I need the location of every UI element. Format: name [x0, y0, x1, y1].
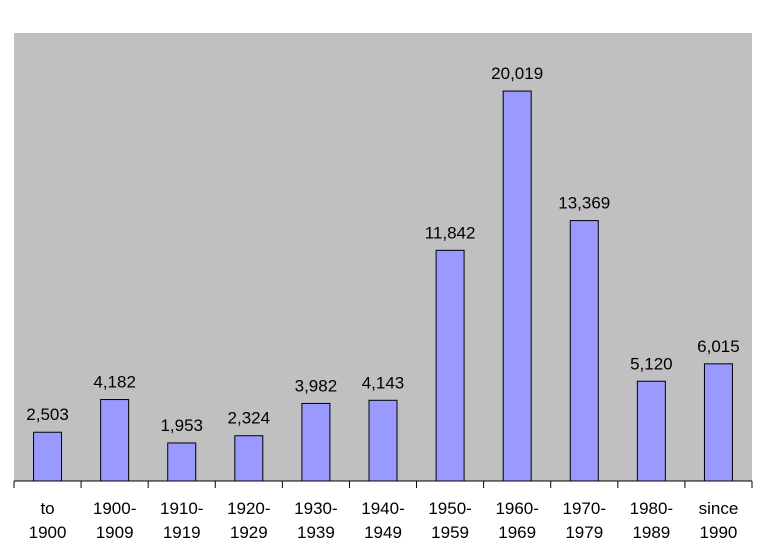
bar-data-label: 2,324 [228, 409, 271, 428]
bar [435, 249, 465, 482]
bar-data-label: 13,369 [558, 194, 610, 213]
bar [301, 402, 331, 482]
x-tick-label: 1919 [163, 523, 201, 542]
x-tick-label: 1960- [495, 499, 538, 518]
bar [167, 442, 197, 482]
bars-layer [33, 90, 733, 482]
x-tick-label: 1909 [96, 523, 134, 542]
bar [33, 431, 63, 482]
bar-data-label: 11,842 [425, 223, 476, 242]
x-tick-label: 1920- [227, 499, 270, 518]
x-tick-label: 1980- [630, 499, 673, 518]
x-tick-label: 1959 [431, 523, 469, 542]
bar-data-label: 4,143 [362, 373, 405, 392]
x-tick-label: 1900- [93, 499, 136, 518]
x-tick-label: 1970- [563, 499, 606, 518]
x-tick-label: 1939 [297, 523, 335, 542]
bar-data-label: 1,953 [160, 416, 203, 435]
bar [234, 435, 264, 482]
bar [368, 399, 398, 482]
x-tick-label: since [699, 499, 739, 518]
x-tick-label: 1930- [294, 499, 337, 518]
x-tick-label: 1990 [700, 523, 738, 542]
bar [502, 90, 532, 482]
x-axis-tick-labels: to 1900 1900- 1909 1910- 1919 1920- 1929 1930- 19… [29, 499, 739, 542]
bar-data-label: 20,019 [491, 64, 543, 83]
x-tick-label: 1950- [428, 499, 471, 518]
bar-data-label: 3,982 [295, 376, 338, 395]
bar [636, 380, 666, 482]
bar-data-label: 2,503 [26, 405, 69, 424]
x-tick-label: 1940- [361, 499, 404, 518]
bar-data-label: 5,120 [630, 354, 673, 373]
bar-data-label: 6,015 [697, 337, 740, 356]
x-axis-ticks [13, 481, 753, 488]
x-tick-label: to [40, 499, 54, 518]
data-labels-layer: 2,503 4,182 1,953 2,324 3,982 4,143 11,842 20,0… [26, 64, 739, 435]
x-tick-label: 1979 [565, 523, 603, 542]
x-tick-label: 1910- [160, 499, 203, 518]
bar [100, 399, 130, 482]
x-tick-label: 1989 [632, 523, 670, 542]
x-tick-label: 1969 [498, 523, 536, 542]
bar [569, 220, 599, 482]
x-tick-label: 1900 [29, 523, 67, 542]
x-tick-label: 1929 [230, 523, 268, 542]
x-tick-label: 1949 [364, 523, 402, 542]
bar-data-label: 4,182 [93, 373, 136, 392]
bar [703, 363, 733, 482]
